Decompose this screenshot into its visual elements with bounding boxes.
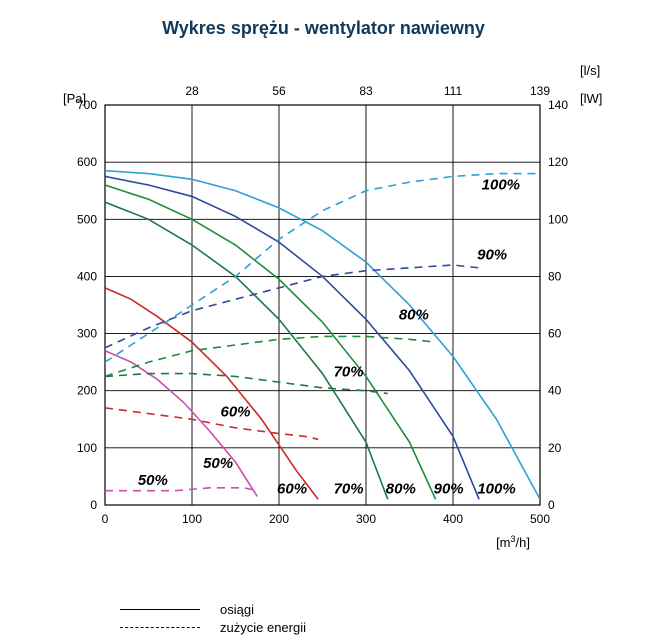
energy-label-60%: 60% [220,403,250,420]
axis-bottom-label: [m3/h] [496,534,530,550]
ytick-right: 80 [548,269,562,283]
perf-curve-50% [105,351,257,497]
xtick-bottom: 100 [182,512,202,526]
legend: osiągi zużycie energii [120,600,306,636]
fan-chart: 0100200300400500285683111139010020030040… [0,0,647,590]
legend-dashed-label: zużycie energii [220,620,306,635]
ytick-left: 100 [77,441,97,455]
xtick-bottom: 0 [102,512,109,526]
legend-solid: osiągi [120,600,306,618]
energy-label-70%: 70% [334,363,364,380]
ytick-right: 0 [548,498,555,512]
ytick-left: 400 [77,269,97,283]
perf-label-60%: 60% [277,481,307,498]
energy-label-90%: 90% [477,246,507,263]
legend-solid-label: osiągi [220,602,254,617]
ytick-right: 100 [548,212,568,226]
energy-label-80%: 80% [399,306,429,323]
perf-label-90%: 90% [434,481,464,498]
plot-border [105,105,540,505]
ytick-left: 0 [90,498,97,512]
energy-label-100%: 100% [482,177,520,194]
ytick-left: 300 [77,327,97,341]
xtick-bottom: 500 [530,512,550,526]
xtick-top: 83 [359,84,373,98]
legend-dashed: zużycie energii [120,618,306,636]
perf-curve-100% [105,171,540,500]
ytick-left: 600 [77,155,97,169]
xtick-top: 111 [444,84,463,98]
ytick-right: 120 [548,155,568,169]
perf-label-70%: 70% [334,481,364,498]
perf-label-80%: 80% [386,481,416,498]
legend-dashed-line [120,627,200,628]
xtick-bottom: 200 [269,512,289,526]
xtick-top: 56 [272,84,286,98]
ytick-left: 500 [77,212,97,226]
perf-label-100%: 100% [477,481,515,498]
xtick-bottom: 400 [443,512,463,526]
legend-solid-line [120,609,200,610]
ytick-right: 40 [548,384,562,398]
energy-label-50%: 50% [138,472,168,489]
perf-label-50%: 50% [203,455,233,472]
xtick-bottom: 300 [356,512,376,526]
ytick-left: 200 [77,384,97,398]
energy-curve-50% [105,488,257,491]
axis-top-label: [l/s] [580,63,600,78]
xtick-top: 139 [530,84,550,98]
axis-left-label: [Pa] [63,91,86,106]
axis-right-label: [lW] [580,91,602,106]
xtick-top: 28 [185,84,199,98]
ytick-right: 140 [548,98,568,112]
ytick-right: 20 [548,441,562,455]
perf-curve-90% [105,176,479,499]
ytick-right: 60 [548,327,562,341]
